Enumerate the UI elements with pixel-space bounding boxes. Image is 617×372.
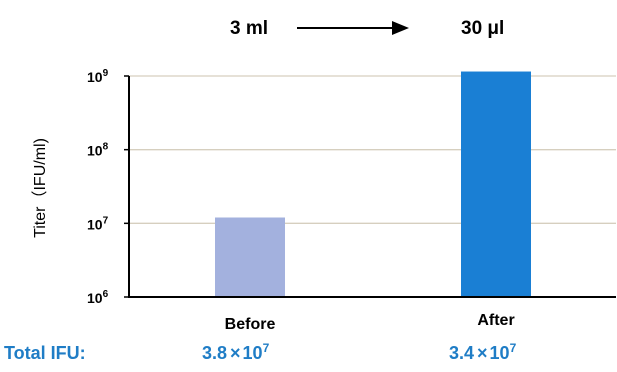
x-tick-labels: Before After bbox=[225, 312, 515, 333]
header-to-label: 30 μl bbox=[461, 18, 504, 39]
before-total-base: 10 bbox=[243, 343, 263, 363]
before-total-value: 3.8 × 107 bbox=[202, 341, 270, 363]
bars bbox=[215, 71, 531, 297]
x-tick-label-before: Before bbox=[225, 316, 276, 333]
y-tick-label: 107 bbox=[87, 215, 109, 232]
before-total-mantissa: 3.8 bbox=[202, 343, 227, 363]
y-tick-label: 108 bbox=[87, 142, 109, 159]
after-total-value: 3.4 × 107 bbox=[449, 341, 517, 363]
after-total-times: × bbox=[477, 343, 488, 363]
total-ifu-label: Total IFU: bbox=[4, 343, 86, 363]
bar-after bbox=[461, 71, 531, 297]
y-axis-label: Titer（IFU/ml) bbox=[31, 138, 49, 238]
y-tick-label: 109 bbox=[87, 68, 109, 85]
before-total-exp: 7 bbox=[263, 341, 270, 355]
after-total-mantissa: 3.4 bbox=[449, 343, 474, 363]
header-from-label: 3 ml bbox=[230, 18, 268, 39]
x-tick-label-after: After bbox=[477, 312, 514, 329]
y-tick-label: 106 bbox=[87, 289, 109, 306]
bar-before bbox=[215, 217, 285, 297]
y-tick-labels: 106 107 108 109 bbox=[87, 68, 129, 306]
header-arrow-head bbox=[392, 21, 409, 35]
grid-lines bbox=[129, 75, 616, 224]
before-total-times: × bbox=[230, 343, 241, 363]
after-total-exp: 7 bbox=[510, 341, 517, 355]
after-total-base: 10 bbox=[490, 343, 510, 363]
